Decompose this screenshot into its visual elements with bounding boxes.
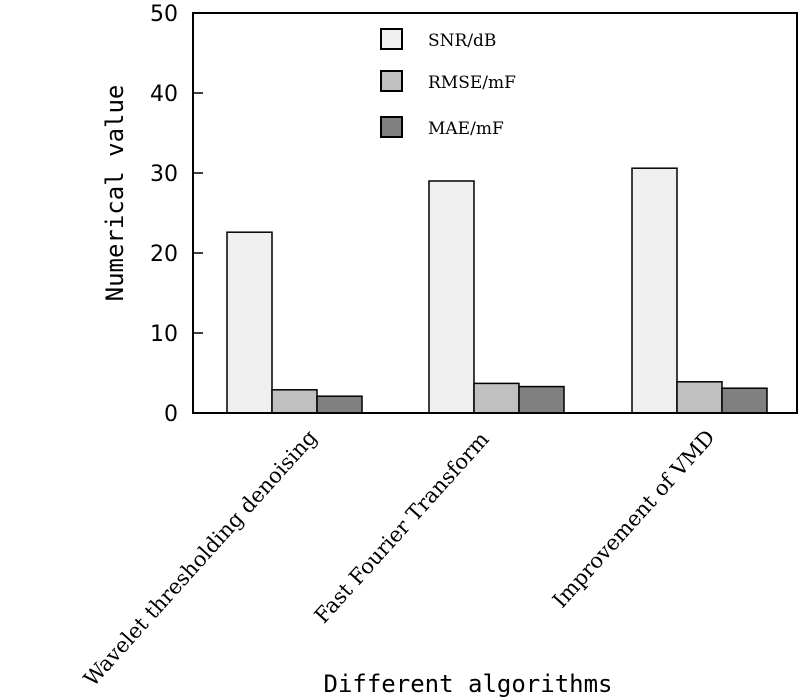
x-category-label: Improvement of VMD	[548, 425, 720, 612]
bar-mae-2	[518, 385, 565, 414]
plot-frame	[192, 12, 798, 414]
y-tick-label: 30	[150, 162, 178, 187]
bar-snr-2	[428, 180, 475, 414]
bar-snr-1	[226, 231, 273, 414]
bar-snr-3	[631, 167, 678, 414]
y-tick-label: 20	[150, 242, 178, 267]
y-axis-title: Numerical value	[101, 85, 129, 302]
bar-mae-1	[316, 395, 363, 414]
bar-mae-3	[721, 387, 768, 414]
y-tick-label: 0	[164, 402, 178, 427]
legend-swatch	[380, 70, 403, 92]
y-axis-ticks: 0 10 20 30 40 50	[150, 2, 203, 427]
legend-swatch	[380, 28, 403, 50]
bar-rmse-1	[271, 389, 318, 414]
legend-label: MAE/mF	[428, 119, 504, 139]
x-axis-title: Different algorithms	[324, 670, 613, 698]
bar-rmse-2	[473, 382, 520, 414]
bars-layer	[226, 167, 768, 414]
legend-swatch	[380, 116, 403, 138]
legend-label: SNR/dB	[428, 31, 496, 51]
bar-rmse-3	[676, 381, 723, 414]
y-tick-label: 40	[150, 82, 178, 107]
x-category-label: Wavelet thresholding denoising	[79, 425, 322, 691]
x-category-label: Fast Fourier Transform	[310, 427, 494, 628]
legend-label: RMSE/mF	[428, 73, 516, 93]
legend: SNR/dB RMSE/mF MAE/mF	[380, 28, 516, 139]
y-tick-label: 50	[150, 2, 178, 27]
y-tick-label: 10	[150, 322, 178, 347]
